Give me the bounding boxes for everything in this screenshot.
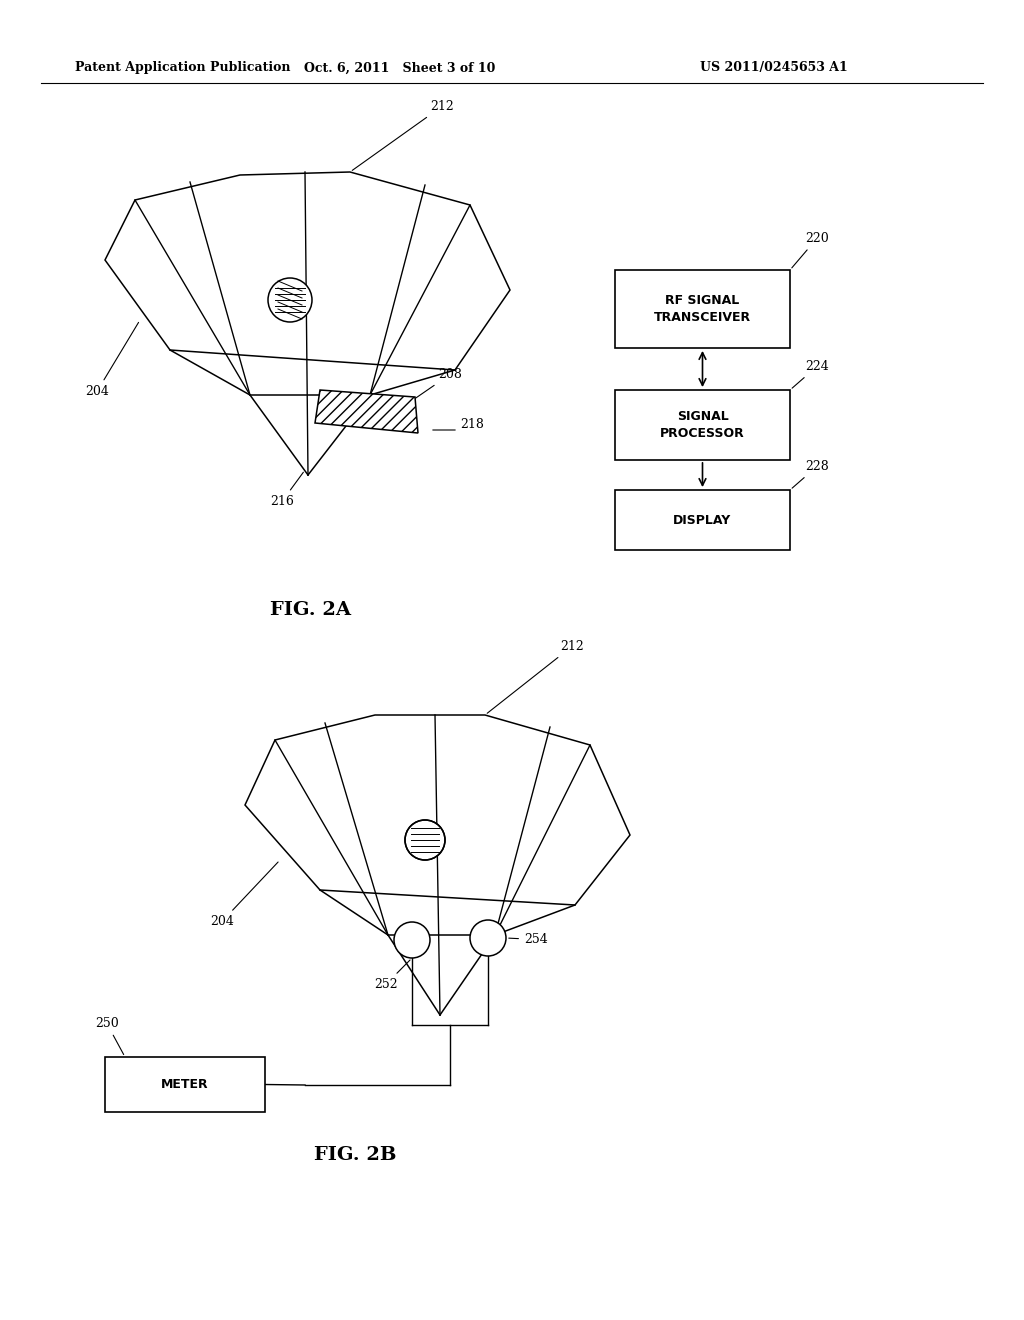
Text: Patent Application Publication: Patent Application Publication [75,62,291,74]
Text: 254: 254 [509,933,548,946]
Circle shape [470,920,506,956]
Bar [615,389,790,459]
Text: 250: 250 [95,1016,124,1055]
Text: 204: 204 [210,862,279,928]
Text: RF SIGNAL
TRANSCEIVER: RF SIGNAL TRANSCEIVER [654,294,751,323]
Circle shape [268,279,312,322]
Text: METER: METER [161,1078,209,1092]
Text: FIG. 2B: FIG. 2B [313,1146,396,1164]
Text: FIG. 2A: FIG. 2A [269,601,350,619]
Polygon shape [315,389,418,433]
Text: 204: 204 [85,322,138,399]
Text: 212: 212 [352,100,454,170]
Text: 216: 216 [270,473,303,508]
Text: 224: 224 [793,360,828,388]
Bar [105,1057,265,1111]
Text: SIGNAL
PROCESSOR: SIGNAL PROCESSOR [660,411,744,440]
Text: Oct. 6, 2011   Sheet 3 of 10: Oct. 6, 2011 Sheet 3 of 10 [304,62,496,74]
Text: 228: 228 [793,459,828,488]
Text: US 2011/0245653 A1: US 2011/0245653 A1 [700,62,848,74]
Text: DISPLAY: DISPLAY [674,513,731,527]
Circle shape [394,921,430,958]
Text: 218: 218 [460,418,484,432]
Bar [615,490,790,550]
Text: 252: 252 [374,960,410,991]
Text: 208: 208 [413,368,462,400]
Text: 212: 212 [487,640,584,713]
Bar [615,271,790,348]
Text: 220: 220 [792,232,828,268]
Circle shape [406,820,445,861]
